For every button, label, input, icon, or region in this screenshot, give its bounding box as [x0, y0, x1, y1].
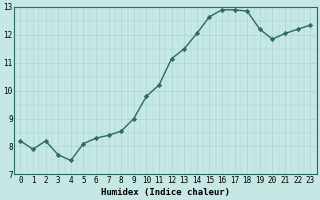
X-axis label: Humidex (Indice chaleur): Humidex (Indice chaleur): [101, 188, 230, 197]
